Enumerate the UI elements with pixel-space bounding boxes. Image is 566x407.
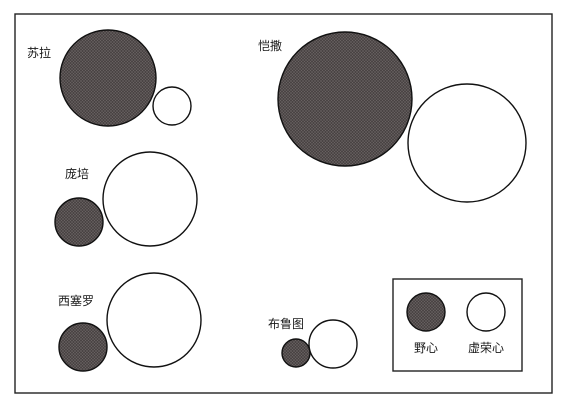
group-cicero: 西塞罗 (58, 272, 202, 372)
group-sulla: 苏拉 (27, 29, 192, 127)
caesar-ambition-circle (277, 31, 413, 167)
group-caesar: 恺撒 (258, 31, 527, 203)
label-cicero: 西塞罗 (58, 293, 94, 308)
pompey-vanity-circle (102, 151, 198, 247)
label-sulla: 苏拉 (27, 45, 51, 60)
cicero-ambition-circle (58, 322, 108, 372)
group-brutus: 布鲁图 (268, 317, 358, 369)
pompey-ambition-circle (54, 197, 104, 247)
cicero-vanity-circle (106, 272, 202, 368)
legend-ambition-label: 野心 (414, 341, 438, 355)
legend-vanity-label: 虚荣心 (468, 341, 504, 355)
label-caesar: 恺撒 (258, 38, 282, 53)
legend-vanity-swatch (466, 292, 506, 332)
legend-ambition-swatch (406, 292, 446, 332)
group-pompey: 庞培 (54, 151, 198, 247)
label-brutus: 布鲁图 (268, 317, 304, 331)
sulla-vanity-circle (152, 86, 192, 126)
brutus-vanity-circle (308, 319, 358, 369)
brutus-ambition-circle (281, 338, 311, 368)
legend: 野心 虚荣心 (392, 278, 523, 372)
outer-frame (14, 13, 553, 394)
sulla-ambition-circle (59, 29, 157, 127)
label-pompey: 庞培 (65, 166, 89, 181)
caesar-vanity-circle (407, 83, 527, 203)
